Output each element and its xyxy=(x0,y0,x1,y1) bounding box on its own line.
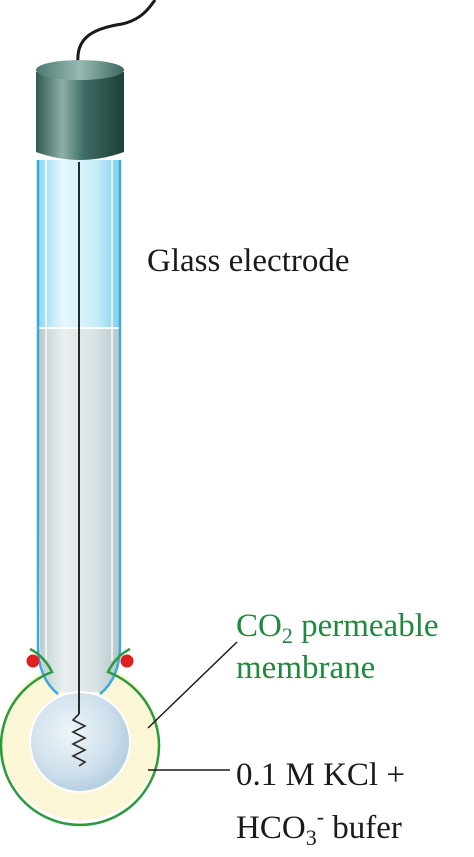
permeable-text: permeable xyxy=(293,608,439,644)
clip-dot-right xyxy=(121,655,134,668)
buffer-label-line1: 0.1 M KCl + xyxy=(236,756,405,794)
electrode-cable xyxy=(78,0,155,62)
hco3-charge: - xyxy=(317,804,324,829)
co-text: CO xyxy=(236,608,282,644)
membrane-label-line2: membrane xyxy=(236,649,375,687)
electrode-cap xyxy=(36,72,124,160)
co2-subscript: 2 xyxy=(282,623,293,648)
hco-text: HCO xyxy=(236,810,306,846)
clip-dot-left xyxy=(27,655,40,668)
buffer-label-line2: HCO3- bufer xyxy=(236,798,402,857)
membrane-leader-line xyxy=(148,642,237,728)
hco3-subscript: 3 xyxy=(306,825,317,850)
electrode-cap-top xyxy=(36,60,124,80)
membrane-label-line1: CO2 permeable xyxy=(236,607,439,655)
glass-electrode-label: Glass electrode xyxy=(147,243,350,280)
buffer-text: bufer xyxy=(324,810,402,846)
co2-electrode-diagram xyxy=(0,0,474,836)
